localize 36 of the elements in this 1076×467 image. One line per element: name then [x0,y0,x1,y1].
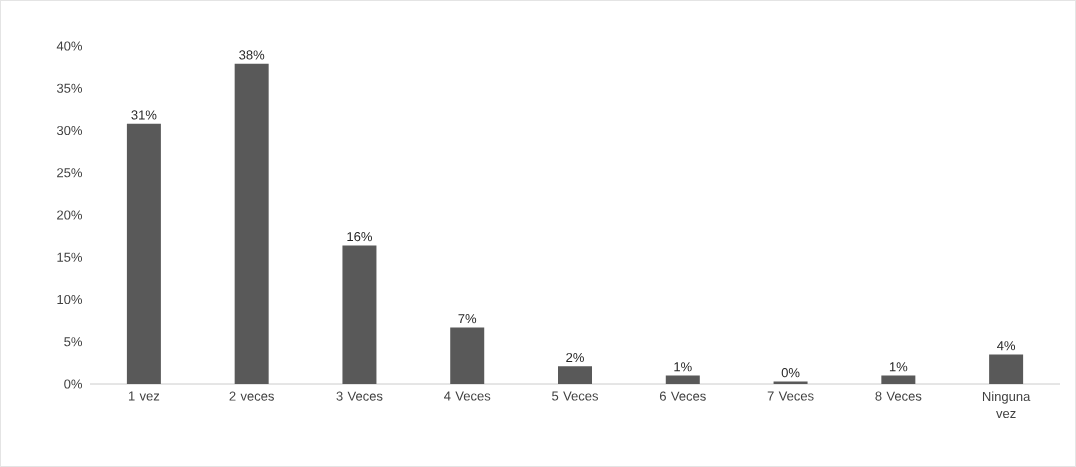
bar [773,381,808,384]
y-tick-label: 0% [64,379,83,389]
x-tick-label: 2 veces [229,391,274,401]
x-tick-label: 1 vez [128,391,160,401]
y-tick-label: 10% [57,294,83,305]
data-label: 4% [997,341,1016,351]
data-label: 16% [347,232,372,242]
y-tick-label: 40% [56,41,83,51]
data-label: 7% [458,314,477,324]
y-tick-label: 5% [64,337,83,347]
bar [558,366,592,384]
y-tick-label: 25% [57,168,83,178]
data-label: 1% [674,362,692,372]
x-tick-label: 5 Veces [552,391,599,401]
data-label: 0% [781,368,800,378]
bar [450,327,485,384]
bar [989,354,1024,384]
y-tick-label: 15% [57,252,83,262]
bar [342,245,377,384]
x-tick-label: 8 Veces [875,391,922,401]
bar [665,375,700,384]
data-label: 1% [889,362,908,372]
x-tick-label: Ninguna vez [982,391,1031,419]
data-label: 2% [566,352,584,363]
x-tick-label: 3 Veces [336,391,383,401]
bar [126,123,161,384]
y-tick-label: 35% [56,83,83,93]
x-tick-label: 4 Veces [444,391,491,401]
x-tick-label: 6 Veces [659,391,706,401]
data-label: 38% [239,50,265,60]
bar [881,375,916,384]
x-tick-label: 7 Veces [767,391,814,401]
bar [234,63,269,384]
y-tick-label: 20% [57,210,83,220]
y-tick-label: 30% [56,125,83,136]
data-label: 31% [131,110,157,120]
